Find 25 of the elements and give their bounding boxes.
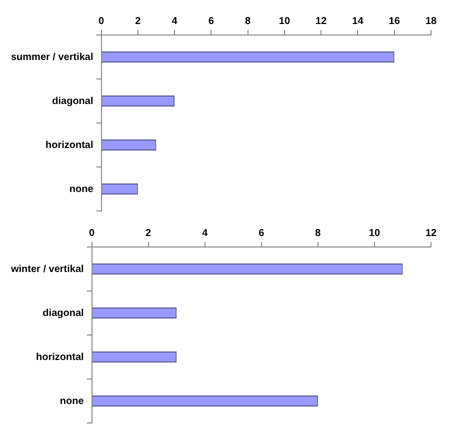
x-tick-label: 18 bbox=[425, 16, 437, 27]
x-tick-label: 4 bbox=[202, 228, 208, 239]
y-tick-label: none bbox=[60, 396, 84, 407]
x-tick-label: 8 bbox=[315, 228, 322, 239]
x-tick-label: 12 bbox=[425, 228, 437, 239]
y-tick-label: horizontal bbox=[36, 352, 84, 363]
y-tick-label: diagonal bbox=[52, 96, 94, 107]
y-tick-label: summer / vertikal bbox=[11, 52, 94, 63]
y-tick-label: horizontal bbox=[45, 140, 94, 151]
x-tick-label: 12 bbox=[316, 16, 328, 27]
x-tick-label: 10 bbox=[368, 228, 380, 239]
x-tick-label: 2 bbox=[146, 228, 152, 239]
x-tick-label: 0 bbox=[98, 16, 104, 27]
x-tick-label: 2 bbox=[135, 16, 142, 27]
y-tick-label: diagonal bbox=[42, 308, 84, 319]
x-tick-label: 6 bbox=[258, 228, 265, 239]
x-tick-label: 0 bbox=[89, 228, 96, 239]
x-tick-label: 16 bbox=[388, 16, 400, 27]
y-tick-label: winter / vertikal bbox=[10, 264, 84, 275]
y-tick-label: none bbox=[69, 184, 94, 195]
x-tick-label: 4 bbox=[172, 16, 178, 27]
x-tick-label: 14 bbox=[352, 16, 364, 27]
x-tick-label: 10 bbox=[278, 16, 290, 27]
x-tick-label: 8 bbox=[245, 16, 252, 27]
x-tick-label: 6 bbox=[208, 16, 214, 27]
